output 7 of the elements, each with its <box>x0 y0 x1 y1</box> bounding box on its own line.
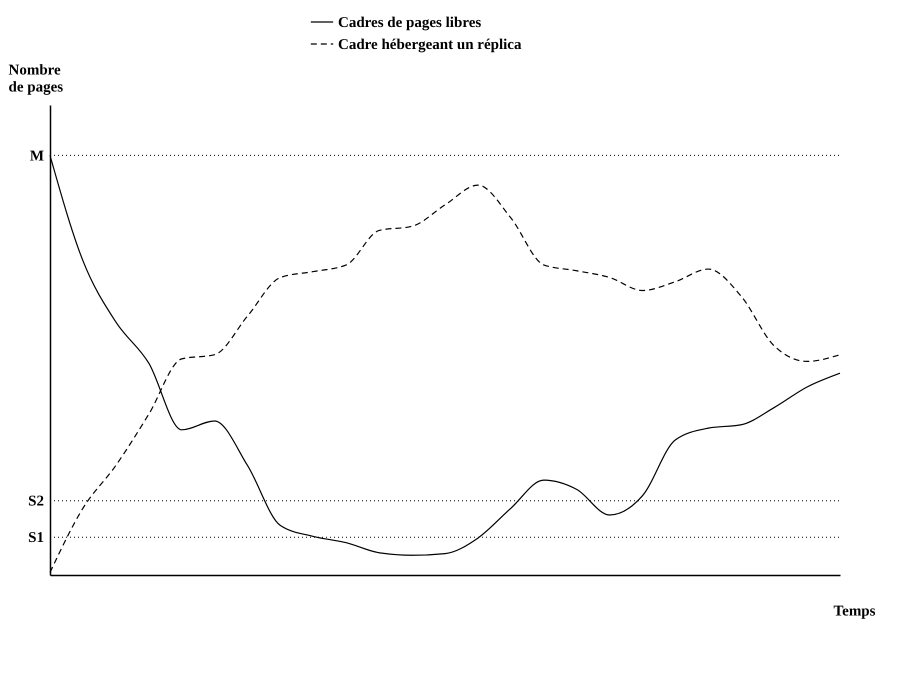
y-axis-title: Nombre de pages <box>8 62 64 96</box>
ref-line-label: S1 <box>28 530 44 546</box>
legend-label: Cadre hébergeant un réplica <box>338 37 522 53</box>
ref-line-label: S2 <box>28 494 44 510</box>
ref-line-label: M <box>30 148 44 164</box>
legend-label: Cadres de pages libres <box>338 15 482 31</box>
x-axis-title: Temps <box>834 604 876 620</box>
